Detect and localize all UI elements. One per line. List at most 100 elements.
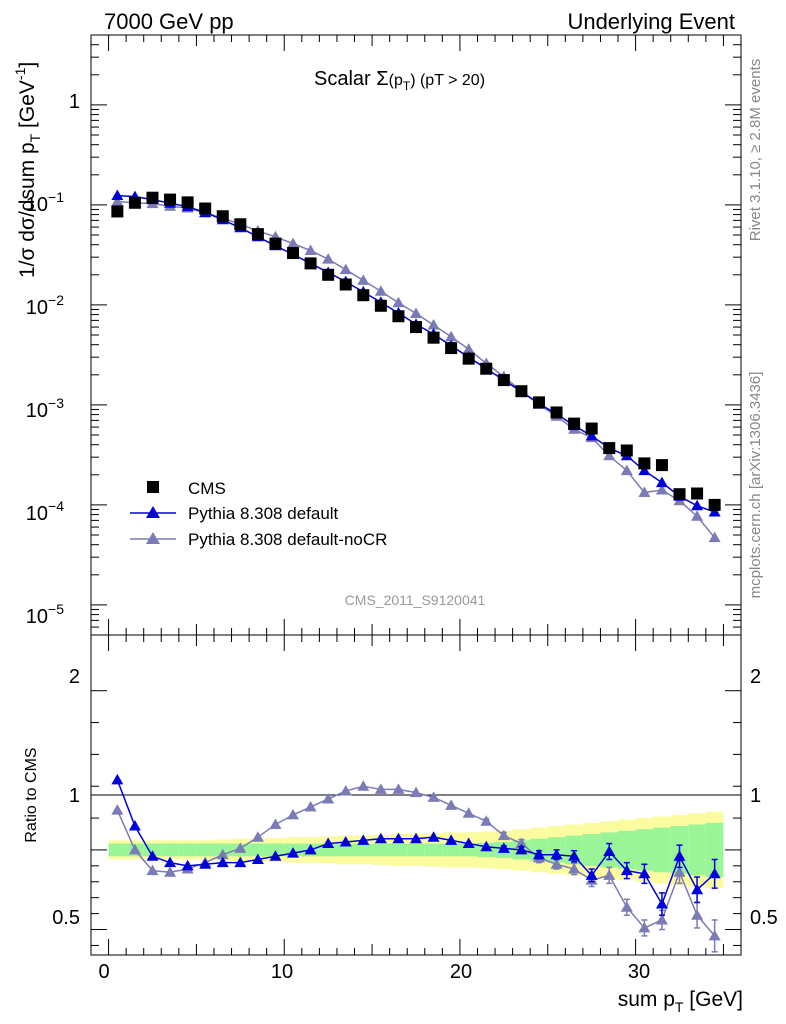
main-panel: Scalar Σ(pT) (pT > 20) 1 10−1 10−2 10−3 … bbox=[12, 34, 742, 636]
band-inner bbox=[196, 843, 214, 857]
default-ratio-point bbox=[532, 848, 545, 860]
mcplots-label: mcplots.cern.ch [arXiv:1306.3436] bbox=[747, 372, 764, 599]
band-inner bbox=[354, 843, 373, 857]
nocr-point bbox=[638, 486, 651, 498]
cms-point bbox=[287, 247, 300, 260]
legend-label-cms: CMS bbox=[188, 479, 226, 498]
nocr-point bbox=[111, 195, 124, 207]
nocr-point bbox=[304, 244, 317, 255]
legend-marker-cms bbox=[147, 481, 159, 493]
nocr-point bbox=[620, 464, 633, 476]
cms-point bbox=[146, 191, 159, 204]
default-ratio-point bbox=[111, 773, 124, 785]
ratio-panel: 2 1 0.5 2 1 0.5 Ratio to CMS 0 10 20 30 … bbox=[23, 634, 778, 1015]
default-ratio-point bbox=[128, 820, 141, 831]
nocr-point bbox=[445, 330, 458, 342]
nocr-ratio-point bbox=[620, 901, 633, 912]
default-ratio-point bbox=[234, 856, 247, 868]
band-inner bbox=[653, 827, 671, 873]
default-ratio-point bbox=[339, 835, 352, 847]
nocr-ratio-point bbox=[304, 800, 317, 812]
cms-point bbox=[568, 417, 581, 430]
cms-point bbox=[251, 228, 264, 241]
nocr-ratio-point bbox=[111, 804, 124, 815]
x-tick-label: 0 bbox=[98, 961, 109, 983]
nocr-ratio-point bbox=[251, 831, 264, 842]
default-ratio-point bbox=[462, 837, 475, 849]
nocr-ratio-point bbox=[269, 818, 282, 829]
main-y-tick-labels: 1 10−1 10−2 10−3 10−4 10−5 bbox=[26, 91, 80, 628]
ratio-y-tick-label: 1 bbox=[69, 785, 80, 807]
default-ratio-point bbox=[638, 867, 651, 879]
band-inner bbox=[618, 830, 636, 870]
band-inner bbox=[582, 834, 601, 866]
band-inner bbox=[178, 843, 197, 857]
cms-point bbox=[164, 193, 177, 206]
default-ratio-point bbox=[568, 850, 581, 861]
nocr-ratio-point bbox=[462, 807, 475, 818]
nocr-point bbox=[410, 307, 422, 319]
default-point bbox=[638, 464, 651, 476]
default-ratio-point bbox=[445, 834, 458, 845]
default-ratio-point bbox=[550, 848, 563, 860]
x-tick-label: 20 bbox=[450, 961, 472, 983]
legend-marker-nocr bbox=[146, 532, 160, 544]
cms-point bbox=[392, 310, 405, 323]
cms-point bbox=[322, 268, 335, 281]
default-ratio-point bbox=[251, 853, 264, 864]
ratio-y-axis-label: Ratio to CMS bbox=[23, 747, 40, 842]
ratio-y-tick-label: 0.5 bbox=[750, 907, 778, 929]
cms-point bbox=[445, 342, 458, 355]
cms-point bbox=[181, 196, 194, 209]
cms-point bbox=[339, 278, 352, 291]
cms-point bbox=[357, 289, 370, 302]
nocr-ratio-point bbox=[445, 799, 458, 810]
band-inner bbox=[688, 824, 706, 876]
cms-point bbox=[638, 457, 651, 470]
nocr-ratio-point bbox=[410, 786, 422, 798]
cms-point bbox=[410, 321, 422, 334]
nocr-ratio-point bbox=[357, 780, 370, 791]
nocr-point bbox=[357, 274, 370, 285]
ratio-y-tick-label: 2 bbox=[750, 666, 761, 688]
default-ratio-point bbox=[181, 859, 194, 871]
ratio-uncertainty-bands bbox=[108, 811, 724, 889]
x-axis-label: sum pT [GeV] bbox=[618, 988, 743, 1015]
nocr-ratio-point bbox=[638, 921, 651, 933]
nocr-ratio-point bbox=[322, 792, 335, 804]
band-inner bbox=[565, 835, 583, 865]
band-inner bbox=[442, 843, 460, 857]
band-inner bbox=[336, 843, 355, 857]
default-ratio-point bbox=[673, 850, 686, 861]
default-ratio-point bbox=[603, 845, 616, 857]
plot-title: Scalar Σ(pT) (pT > 20) bbox=[314, 68, 485, 93]
nocr-point bbox=[462, 343, 475, 354]
band-inner bbox=[424, 843, 443, 857]
cms-point bbox=[550, 406, 563, 419]
ratio-y-tick-label: 1 bbox=[750, 785, 761, 807]
ratio-y-tick-label: 0.5 bbox=[52, 907, 80, 929]
default-ratio-point bbox=[410, 832, 422, 844]
x-tick-labels: 0 10 20 30 bbox=[98, 961, 650, 983]
nocr-ratio-point bbox=[515, 837, 528, 849]
band-inner bbox=[161, 843, 179, 857]
header-energy: 7000 GeV pp bbox=[104, 9, 234, 34]
nocr-ratio-point bbox=[392, 783, 405, 794]
y-tick-label: 10−2 bbox=[26, 292, 64, 319]
cms-point bbox=[497, 374, 510, 387]
band-inner bbox=[372, 843, 390, 857]
cms-point bbox=[216, 210, 229, 223]
default-ratio-point bbox=[480, 840, 493, 852]
cms-point bbox=[620, 444, 633, 457]
band-inner bbox=[389, 843, 408, 857]
default-ratio-point bbox=[287, 847, 300, 858]
nocr-point bbox=[322, 253, 335, 264]
cms-point bbox=[111, 205, 124, 218]
nocr-ratio-point bbox=[374, 783, 387, 794]
band-inner bbox=[635, 829, 654, 871]
nocr-point bbox=[655, 483, 668, 495]
cms-point bbox=[532, 396, 545, 409]
legend-label-nocr: Pythia 8.308 default-noCR bbox=[188, 530, 387, 549]
default-ratio-point bbox=[620, 864, 633, 876]
default-ratio-point bbox=[585, 869, 598, 880]
